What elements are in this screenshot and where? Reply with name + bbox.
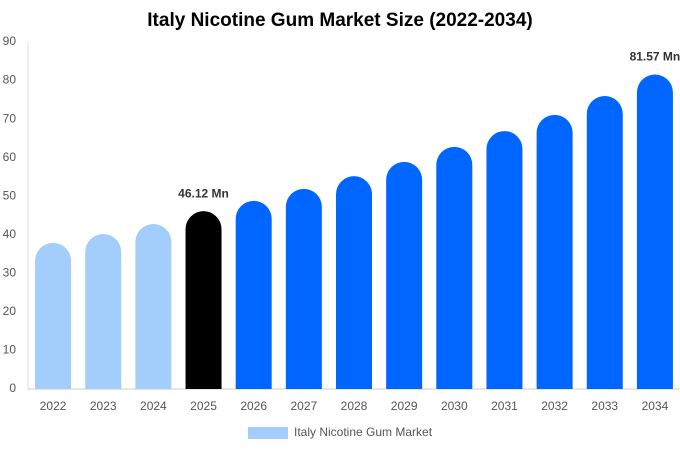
data-label: 81.57 Mn [630,50,680,64]
bar [235,200,272,389]
bar [636,74,673,390]
y-tick-label: 70 [3,111,17,125]
legend-swatch [248,427,288,439]
bar [486,131,523,389]
y-tick-label: 80 [3,73,17,87]
bar [285,188,322,389]
bar [386,161,423,389]
bar [85,234,122,389]
x-tick-label: 2026 [240,399,267,413]
y-tick-label: 90 [3,34,17,48]
x-tick-label: 2034 [642,399,669,413]
bar [586,95,623,389]
x-tick-label: 2023 [90,399,117,413]
x-tick-label: 2031 [491,399,518,413]
y-tick-label: 30 [3,266,17,280]
bar [436,146,473,389]
x-tick-label: 2030 [441,399,468,413]
x-tick-label: 2032 [541,399,568,413]
x-tick-label: 2027 [290,399,317,413]
y-tick-label: 0 [9,381,16,395]
x-tick-label: 2033 [591,399,618,413]
bar [185,211,222,389]
bar [536,114,573,390]
y-tick-label: 60 [3,150,17,164]
x-tick-label: 2028 [341,399,368,413]
x-tick-label: 2024 [140,399,167,413]
bar [336,176,372,389]
x-tick-label: 2029 [391,399,418,413]
x-tick-label: 2022 [40,399,67,413]
legend-label: Italy Nicotine Gum Market [294,425,433,439]
y-tick-label: 50 [3,188,17,202]
bar [35,242,72,389]
y-tick-label: 20 [3,304,17,318]
bar [135,223,172,389]
data-label: 46.12 Mn [178,186,229,200]
chart-title: Italy Nicotine Gum Market Size (2022-203… [147,10,532,31]
y-tick-label: 10 [3,343,17,357]
x-tick-label: 2025 [190,399,217,413]
y-tick-label: 40 [3,227,17,241]
